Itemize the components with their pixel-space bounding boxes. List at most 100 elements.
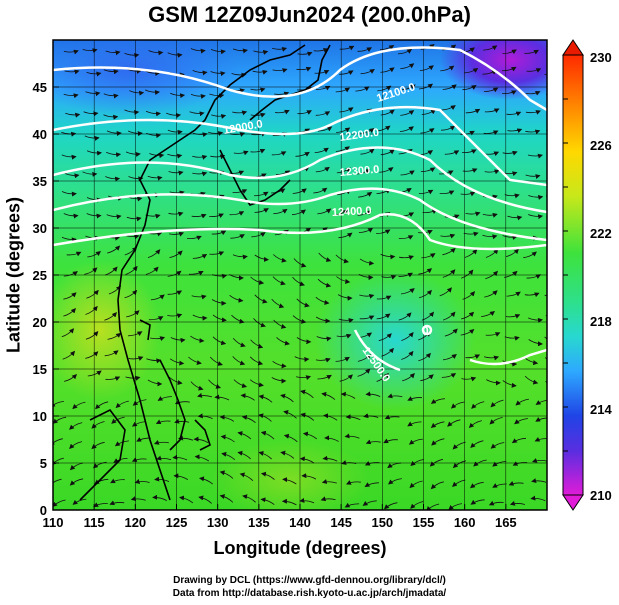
streamline-arrow — [317, 374, 332, 380]
streamline-arrow — [126, 310, 140, 318]
streamline-arrow — [379, 167, 394, 173]
streamline-arrow — [442, 247, 456, 256]
streamline-arrow — [258, 450, 272, 460]
streamline-arrow — [219, 494, 234, 503]
streamline-arrow — [447, 419, 461, 427]
streamline-arrow — [84, 267, 98, 275]
streamline-arrow — [440, 233, 456, 239]
streamline-arrow — [524, 49, 539, 55]
streamline-arrow — [484, 108, 500, 114]
streamline-arrow — [156, 455, 172, 461]
streamline-arrow — [167, 52, 183, 58]
streamline-arrow — [189, 111, 205, 117]
colorbar-label-210: 210 — [590, 488, 612, 503]
streamline-arrow — [219, 470, 234, 479]
streamline-arrow — [250, 276, 265, 285]
streamline-arrow — [483, 355, 500, 361]
streamline-arrow — [110, 478, 125, 484]
streamline-arrow — [274, 91, 290, 97]
streamline-arrow — [471, 401, 485, 409]
streamline-arrow — [444, 150, 460, 156]
streamline-arrow — [63, 93, 79, 99]
streamline-arrow — [387, 393, 403, 399]
streamline-arrow — [232, 48, 248, 54]
streamline-arrow — [167, 153, 183, 159]
streamline-arrow — [401, 350, 414, 360]
streamline-arrow — [313, 187, 328, 194]
streamline-arrow — [186, 235, 202, 241]
streamline-arrow — [344, 433, 360, 439]
streamline-arrow — [544, 357, 547, 360]
streamline-arrow — [250, 339, 264, 349]
streamline-arrow — [545, 94, 547, 96]
streamline-arrow — [274, 229, 289, 236]
streamline-arrow — [526, 68, 542, 73]
x-tick-label: 165 — [495, 515, 517, 530]
streamline-arrow — [211, 114, 227, 119]
streamline-arrow — [192, 171, 208, 177]
streamline-arrow — [212, 336, 227, 346]
x-tick-label: 155 — [413, 515, 435, 530]
streamline-arrow — [272, 276, 286, 286]
streamline-arrow — [360, 148, 375, 155]
streamline-arrow — [534, 436, 547, 442]
streamline-arrow — [323, 413, 338, 421]
streamline-arrow — [150, 294, 165, 301]
streamline-arrow — [407, 396, 423, 401]
streamline-arrow — [85, 351, 99, 359]
streamline-arrow — [321, 479, 337, 484]
streamline-arrow — [237, 450, 251, 460]
streamline-arrow — [483, 130, 499, 135]
streamline-arrow — [535, 399, 547, 405]
streamline-arrow — [462, 168, 478, 173]
streamline-arrow — [359, 258, 375, 266]
contour-label-12400: 12400.0 — [332, 205, 372, 219]
streamline-arrow — [338, 232, 353, 239]
streamline-arrow — [439, 287, 452, 297]
streamline-arrow — [398, 312, 412, 321]
streamline-arrow — [125, 265, 138, 275]
streamline-arrow — [198, 495, 212, 504]
streamline-arrow — [399, 255, 414, 260]
streamline-arrow — [508, 481, 524, 486]
streamline-arrow — [146, 358, 162, 364]
streamline-arrow — [272, 68, 288, 73]
streamline-arrow — [315, 166, 330, 173]
streamline-arrow — [336, 276, 351, 284]
streamline-arrow — [131, 457, 147, 462]
streamline-arrow — [550, 176, 564, 178]
streamline-arrow — [53, 401, 64, 408]
streamline-arrow — [344, 502, 360, 508]
streamline-arrow — [462, 291, 476, 300]
streamline-arrow — [365, 391, 381, 397]
streamline-arrow — [546, 129, 547, 131]
y-tick-label: 5 — [40, 456, 47, 471]
streamline-arrow — [418, 83, 434, 90]
streamline-arrow — [105, 50, 121, 56]
streamline-arrow — [124, 52, 140, 58]
streamline-arrow — [64, 373, 78, 382]
streamline-arrow — [72, 401, 86, 410]
streamline-arrow — [380, 109, 395, 116]
streamline-arrow — [147, 379, 163, 387]
streamline-arrow — [144, 89, 160, 95]
streamline-arrow — [429, 458, 443, 467]
streamline-arrow — [114, 440, 129, 447]
streamline-arrow — [545, 315, 547, 317]
streamline-arrow — [418, 189, 434, 195]
streamline-arrow — [313, 48, 329, 53]
streamline-arrow — [276, 337, 290, 346]
streamline-arrow — [209, 213, 224, 219]
streamline-arrow — [192, 253, 208, 259]
streamline-arrow — [86, 150, 102, 156]
streamline-arrow — [258, 394, 273, 403]
streamline-arrow — [190, 48, 206, 54]
streamline-arrow — [260, 497, 275, 505]
streamline-arrow — [527, 153, 543, 159]
streamline-arrow — [280, 393, 294, 403]
streamline-arrow — [483, 45, 498, 51]
streamline-arrow — [274, 109, 290, 115]
streamline-arrow — [419, 65, 434, 71]
streamline-arrow — [379, 45, 395, 51]
